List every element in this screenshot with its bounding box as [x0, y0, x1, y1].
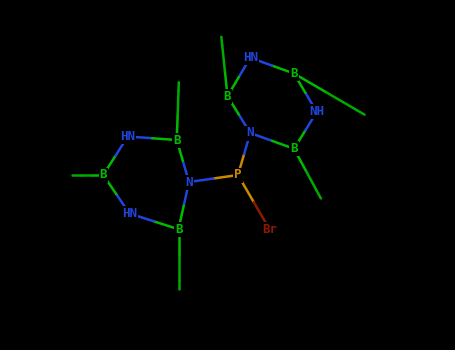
- Text: N: N: [185, 175, 193, 189]
- Text: B: B: [173, 133, 181, 147]
- Text: B: B: [100, 168, 107, 182]
- Text: B: B: [224, 90, 231, 103]
- Text: P: P: [234, 168, 242, 182]
- Text: NH: NH: [309, 105, 324, 119]
- Text: N: N: [247, 126, 254, 140]
- Text: B: B: [290, 67, 298, 80]
- Text: HN: HN: [120, 130, 135, 143]
- Text: B: B: [290, 142, 298, 155]
- Text: HN: HN: [243, 51, 258, 64]
- Text: HN: HN: [122, 207, 137, 220]
- Text: B: B: [175, 223, 182, 236]
- Text: Br: Br: [262, 223, 277, 236]
